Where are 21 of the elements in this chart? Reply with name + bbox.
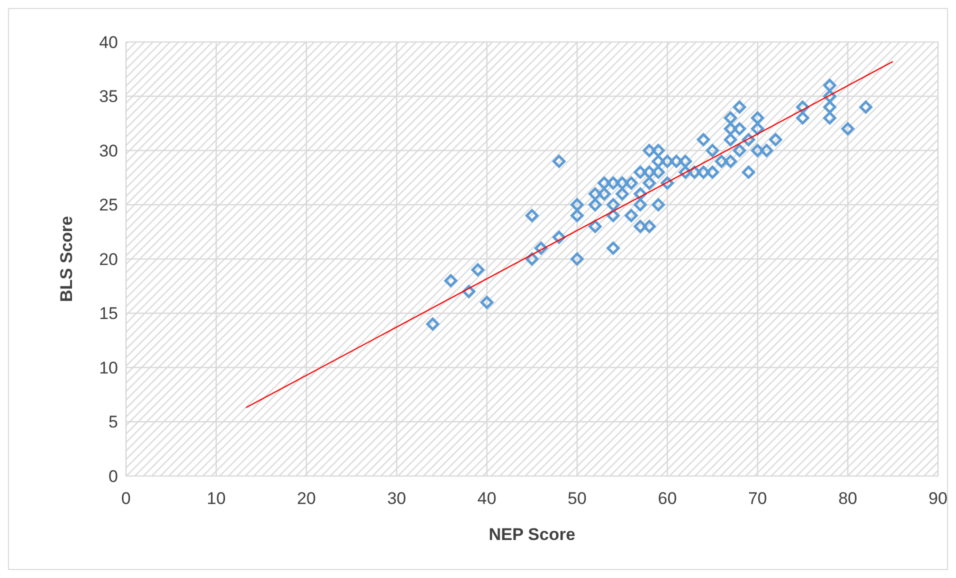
y-tick-label: 10 xyxy=(99,358,118,378)
x-tick-label: 40 xyxy=(477,489,496,508)
y-tick-label: 20 xyxy=(99,250,118,269)
x-tick-label: 10 xyxy=(206,489,226,508)
x-tick-label: 30 xyxy=(387,489,406,508)
y-tick-label: 40 xyxy=(99,32,118,52)
x-tick-label: 80 xyxy=(838,489,858,508)
x-tick-label: 90 xyxy=(928,489,948,508)
x-tick-label: 50 xyxy=(568,489,587,508)
y-tick-label: 30 xyxy=(99,141,118,160)
y-tick-label: 35 xyxy=(99,87,118,106)
x-tick-label: 70 xyxy=(748,489,768,508)
x-axis-title: NEP Score xyxy=(488,525,576,544)
y-tick-label: 25 xyxy=(99,196,118,215)
y-tick-label: 5 xyxy=(108,412,118,432)
y-tick-label: 0 xyxy=(108,466,118,486)
x-tick-label: 0 xyxy=(121,489,131,508)
y-tick-label: 15 xyxy=(99,304,118,324)
x-tick-label: 20 xyxy=(296,489,316,508)
y-axis-title: BLS Score xyxy=(57,216,76,302)
x-tick-label: 60 xyxy=(658,489,677,508)
